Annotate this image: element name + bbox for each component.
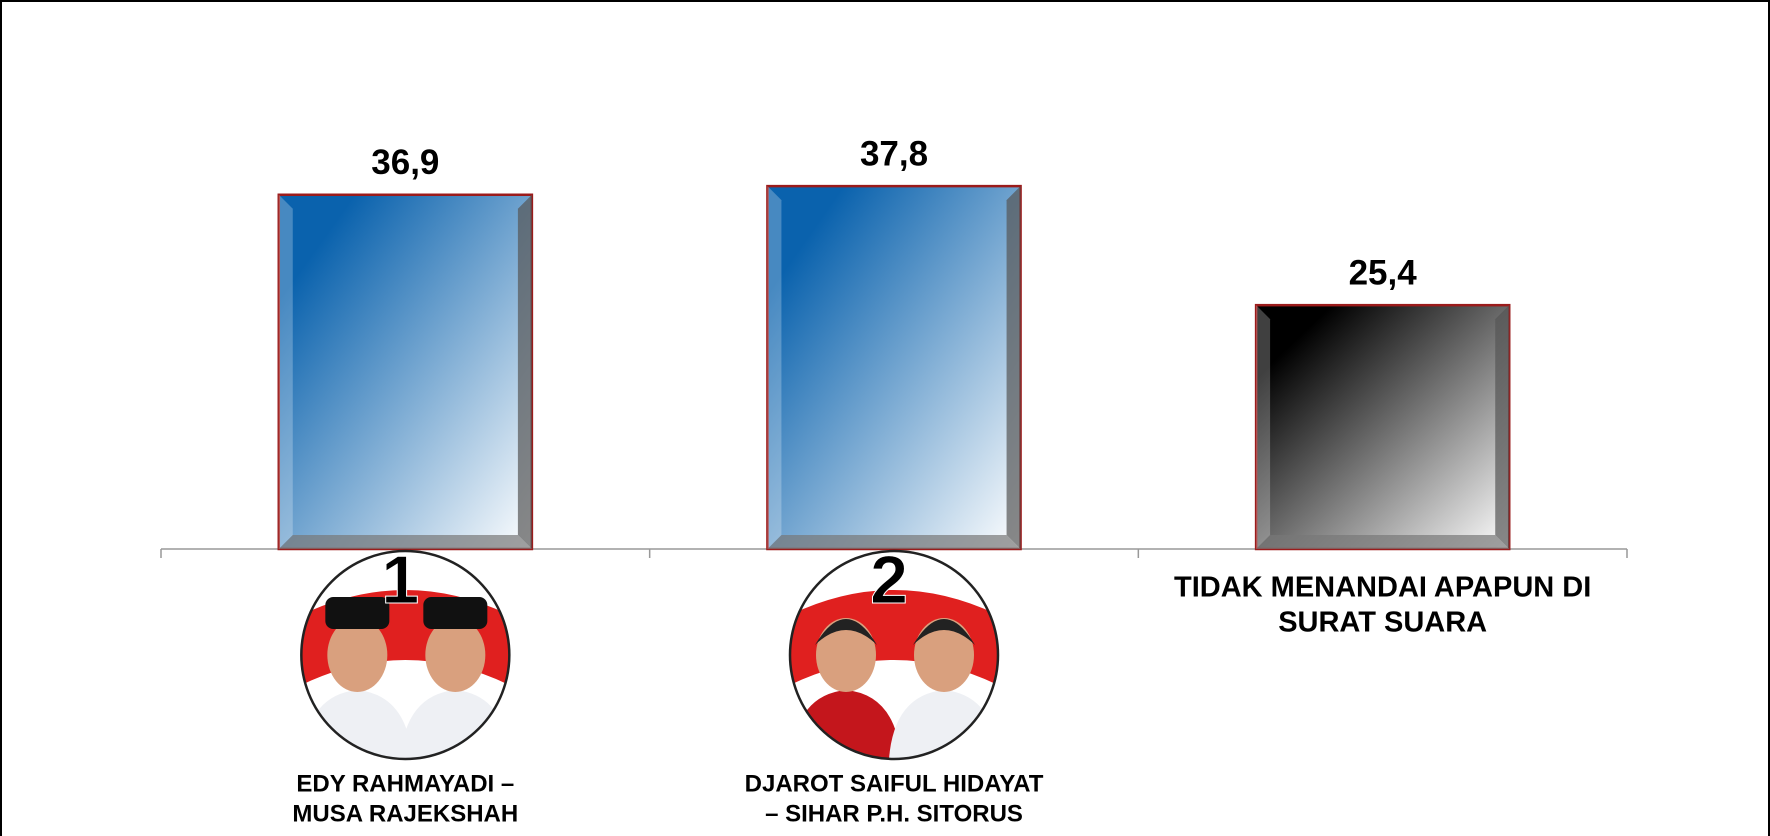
bar-bevel	[1495, 305, 1509, 549]
bar-bevel	[518, 195, 532, 549]
cap	[423, 597, 487, 629]
value-label: 25,4	[1349, 253, 1418, 292]
bar	[279, 195, 532, 549]
bar-bevel	[767, 186, 781, 549]
x-tick-label: EDY RAHMAYADI –	[296, 770, 514, 797]
bar	[1256, 305, 1509, 549]
cap	[325, 597, 389, 629]
face	[425, 618, 485, 692]
value-label: 36,9	[371, 143, 439, 182]
value-label: 37,8	[860, 134, 928, 173]
bar-bevel	[1007, 186, 1021, 549]
chart: 36,9 1 EDY RAHMAYADI – MUSA RAJEKSHAH 37,8 2 D…	[0, 0, 1770, 836]
candidate-number: 1	[381, 542, 419, 618]
bar-bevel	[279, 195, 293, 549]
bar-bevel	[1256, 305, 1270, 549]
bar	[767, 186, 1020, 549]
x-tick-label: MUSA RAJEKSHAH	[292, 800, 518, 827]
x-tick-label: DJAROT SAIFUL HIDAYAT	[745, 770, 1044, 797]
x-tick-label: SURAT SUARA	[1278, 607, 1487, 639]
face	[327, 618, 387, 692]
x-tick-label: – SIHAR P.H. SITORUS	[765, 800, 1023, 827]
page: 36,9 1 EDY RAHMAYADI – MUSA RAJEKSHAH 37,8 2 D…	[0, 0, 1770, 836]
candidate-number: 2	[870, 542, 908, 618]
bar-bevel	[1256, 535, 1509, 549]
x-tick-label: TIDAK MENANDAI APAPUN DI	[1174, 572, 1591, 604]
